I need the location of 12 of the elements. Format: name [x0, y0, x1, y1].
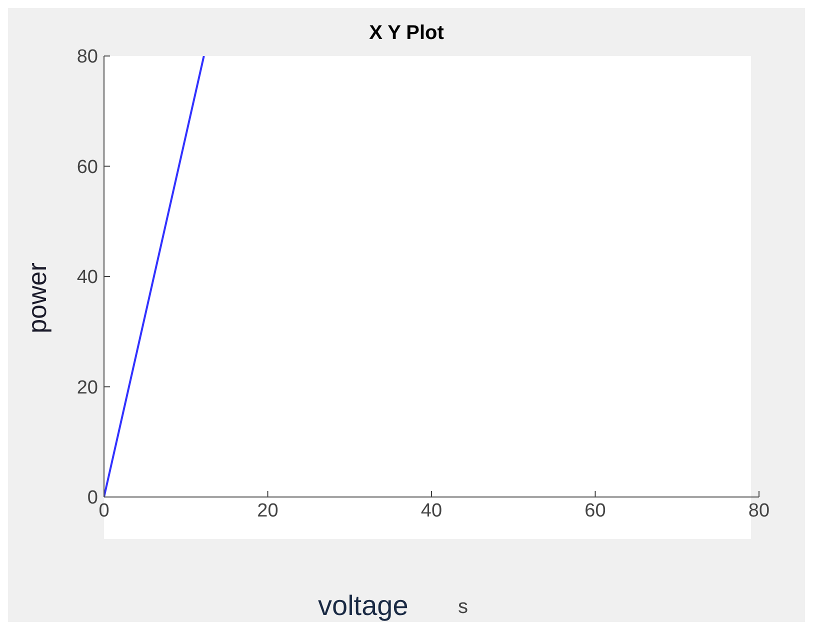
x-tick-label: 40	[420, 500, 442, 522]
y-tick-label: 80	[76, 46, 98, 68]
y-axis-title: power	[22, 262, 53, 334]
text: s	[458, 596, 468, 619]
x-tick-label: 20	[257, 500, 278, 522]
y-tick-label: 60	[76, 156, 98, 178]
chart-title: X Y Plot	[368, 22, 445, 45]
x-tick-label: 80	[748, 500, 770, 522]
x-axis-title: voltage	[318, 590, 408, 622]
x-tick-label: 60	[584, 500, 606, 522]
y-tick-label: 40	[76, 267, 98, 288]
y-tick-label: 20	[76, 377, 98, 398]
